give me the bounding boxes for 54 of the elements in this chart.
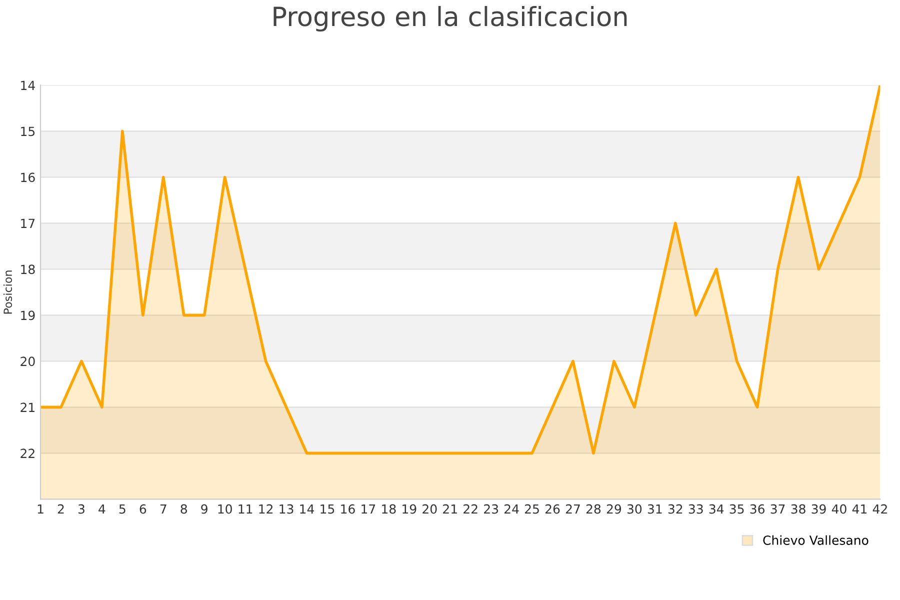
y-tick-label: 18 <box>21 264 35 274</box>
x-tick-label: 27 <box>566 504 580 514</box>
y-tick-label: 20 <box>20 356 35 366</box>
x-tick-label: 2 <box>58 504 64 514</box>
x-tick-label: 10 <box>218 504 232 514</box>
x-tick-label: 5 <box>119 504 126 514</box>
x-tick-label: 21 <box>443 504 457 514</box>
x-tick-label: 13 <box>280 504 294 514</box>
chart-title: Progreso en la clasificacion <box>274 6 627 32</box>
x-tick-label: 12 <box>259 504 272 514</box>
y-tick-label: 15 <box>21 126 35 136</box>
x-tick-label: 17 <box>362 504 376 514</box>
legend-label: Chievo Vallesano <box>763 535 868 545</box>
x-tick-label: 15 <box>320 504 334 514</box>
x-tick-label: 20 <box>422 504 437 514</box>
x-tick-label: 23 <box>484 504 498 514</box>
x-tick-label: 35 <box>730 504 744 514</box>
x-tick-label: 34 <box>709 504 724 514</box>
x-tick-label: 39 <box>812 504 826 514</box>
x-tick-label: 16 <box>341 504 355 514</box>
x-tick-label: 11 <box>238 504 252 514</box>
x-tick-label: 40 <box>832 504 846 514</box>
x-tick-label: 24 <box>504 504 519 514</box>
x-tick-label: 38 <box>791 504 806 514</box>
x-tick-label: 9 <box>201 504 208 514</box>
x-tick-label: 8 <box>180 504 187 514</box>
y-tick-label: 14 <box>21 80 35 90</box>
x-tick-label: 3 <box>78 504 84 514</box>
x-tick-label: 6 <box>140 504 146 514</box>
x-tick-label: 42 <box>872 504 887 514</box>
x-tick-label: 30 <box>627 504 642 514</box>
x-tick-label: 31 <box>648 504 662 514</box>
x-tick-label: 7 <box>160 504 166 514</box>
x-tick-label: 41 <box>852 504 867 514</box>
x-tick-label: 1 <box>38 504 44 514</box>
x-tick-label: 28 <box>586 504 601 514</box>
y-tick-label: 19 <box>21 310 35 320</box>
x-tick-label: 29 <box>606 504 622 514</box>
x-tick-label: 25 <box>524 504 539 514</box>
y-tick-label: 16 <box>21 172 35 182</box>
y-axis-title: Posicion <box>3 270 12 314</box>
x-tick-label: 18 <box>382 504 396 514</box>
x-tick-label: 14 <box>300 504 314 514</box>
x-tick-label: 19 <box>402 504 416 514</box>
y-tick-label: 21 <box>20 402 34 412</box>
x-tick-label: 37 <box>770 504 785 514</box>
x-tick-label: 26 <box>545 504 560 514</box>
x-tick-label: 4 <box>98 504 106 514</box>
x-tick-label: 33 <box>688 504 703 514</box>
x-tick-label: 22 <box>464 504 478 514</box>
y-tick-label: 17 <box>21 218 35 228</box>
y-tick-label: 22 <box>20 448 34 458</box>
x-tick-label: 36 <box>750 504 764 514</box>
x-tick-label: 32 <box>668 504 682 514</box>
